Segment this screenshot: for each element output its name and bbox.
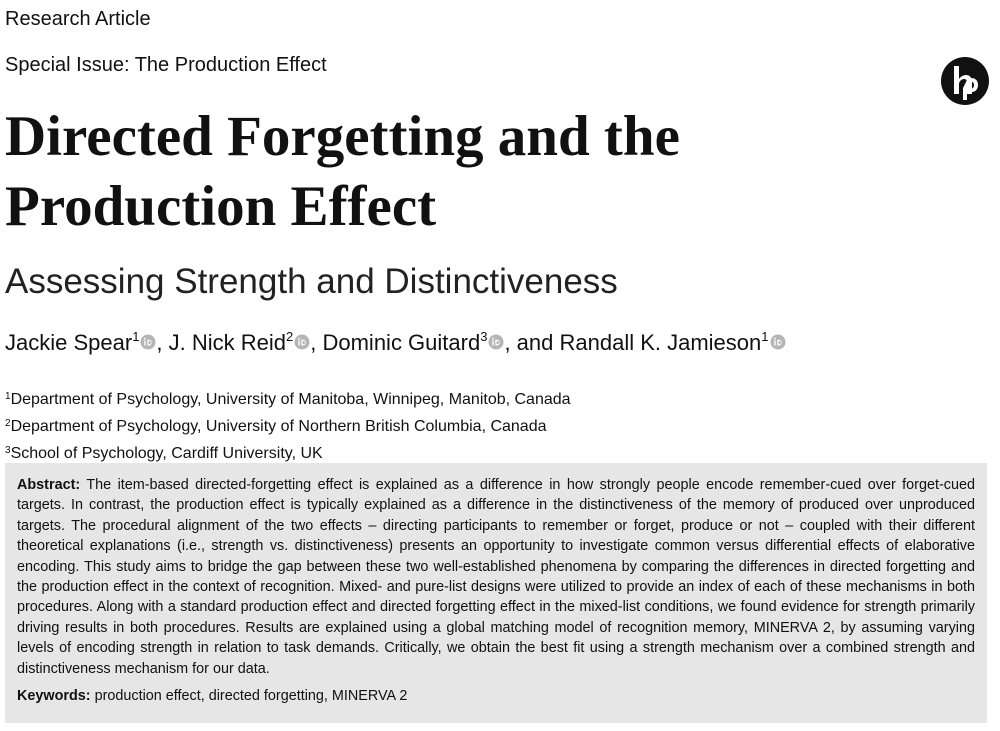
- author-name: J. Nick Reid: [168, 330, 287, 355]
- orcid-icon[interactable]: [140, 334, 156, 350]
- author-affiliation-mark: 2: [286, 329, 294, 344]
- abstract: Abstract: The item-based directed-forget…: [17, 475, 975, 679]
- keywords: Keywords: production effect, directed fo…: [17, 686, 975, 706]
- author-name: Jackie Spear: [5, 330, 133, 355]
- author-separator: , and: [504, 330, 560, 355]
- affiliation: 2Department of Psychology, University of…: [5, 412, 571, 439]
- orcid-icon[interactable]: [770, 334, 786, 350]
- author-separator: ,: [310, 330, 323, 355]
- orcid-icon[interactable]: [294, 334, 310, 350]
- affiliation-mark: 2: [5, 418, 11, 429]
- abstract-label: Abstract:: [17, 477, 81, 493]
- affiliation-mark: 1: [5, 391, 11, 402]
- abstract-text: The item-based directed-forgetting effec…: [17, 477, 975, 677]
- affiliation-text: School of Psychology, Cardiff University…: [10, 445, 323, 462]
- author-affiliation-mark: 1: [761, 329, 769, 344]
- affiliation: 1Department of Psychology, University of…: [5, 385, 571, 412]
- subtitle: Assessing Strength and Distinctiveness: [5, 262, 618, 301]
- author-affiliation-mark: 3: [480, 329, 488, 344]
- orcid-icon[interactable]: [488, 334, 504, 350]
- affiliation-mark: 3: [5, 445, 11, 456]
- publisher-logo: [941, 57, 989, 105]
- author-separator: ,: [156, 330, 169, 355]
- keywords-label: Keywords:: [17, 688, 91, 705]
- abstract-box: Abstract: The item-based directed-forget…: [5, 463, 987, 723]
- author-name: Randall K. Jamieson: [559, 330, 762, 355]
- article-type: Research Article: [5, 8, 151, 30]
- keywords-text: production effect, directed forgetting, …: [94, 688, 408, 705]
- authors: Jackie Spear1, J. Nick Reid2, Dominic Gu…: [5, 329, 786, 356]
- special-issue: Special Issue: The Production Effect: [5, 54, 327, 76]
- affiliation-text: Department of Psychology, University of …: [10, 418, 547, 435]
- title: Directed Forgetting and the Production E…: [5, 105, 680, 238]
- author-name: Dominic Guitard: [322, 330, 481, 355]
- author-affiliation-mark: 1: [132, 329, 140, 344]
- affiliation-text: Department of Psychology, University of …: [10, 391, 571, 408]
- affiliations: 1Department of Psychology, University of…: [5, 385, 571, 466]
- affiliation: 3School of Psychology, Cardiff Universit…: [5, 439, 571, 466]
